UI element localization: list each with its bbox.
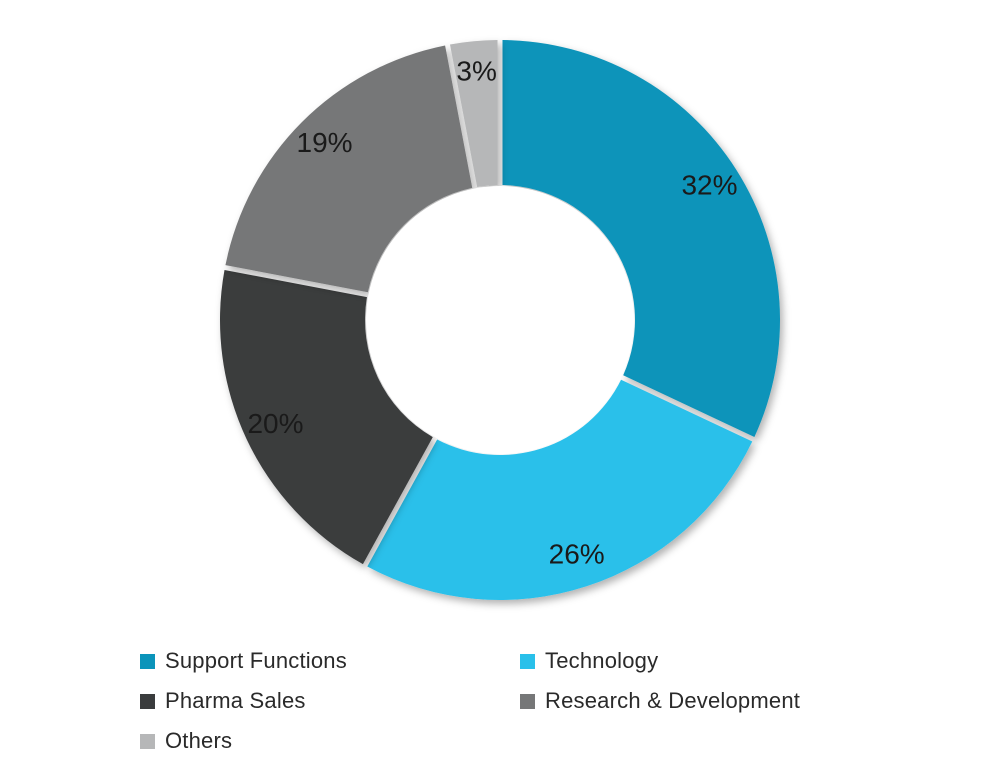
legend-item-others: Others [140,728,520,754]
donut-chart-container: 32% 26% 20% 19% 3% Support Functions Technol… [0,0,1000,761]
slice-label: 20% [247,408,303,439]
legend-swatch [140,734,155,749]
legend-item-technology: Technology [520,648,900,674]
legend-label: Research & Development [545,688,800,714]
legend-item-pharma-sales: Pharma Sales [140,688,520,714]
donut-hole [366,186,634,454]
legend-item-research-development: Research & Development [520,688,900,714]
donut-chart-svg: 32% 26% 20% 19% 3% [0,0,1000,761]
legend-item-support-functions: Support Functions [140,648,520,674]
slice-label: 32% [681,169,737,200]
legend-swatch [140,654,155,669]
legend-swatch [520,654,535,669]
legend-label: Support Functions [165,648,347,674]
legend-swatch [520,694,535,709]
slice-label: 3% [456,55,496,86]
slice-label: 19% [297,127,353,158]
slice-label: 26% [549,538,605,569]
legend-label: Technology [545,648,658,674]
legend-label: Pharma Sales [165,688,306,714]
legend-label: Others [165,728,232,754]
chart-legend: Support Functions Technology Pharma Sale… [140,648,900,754]
legend-swatch [140,694,155,709]
